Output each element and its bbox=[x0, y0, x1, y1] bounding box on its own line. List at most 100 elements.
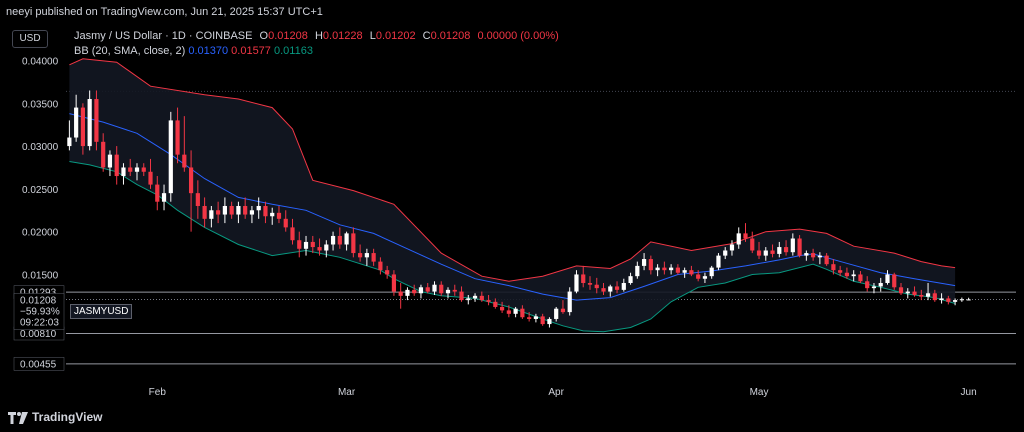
candle bbox=[337, 227, 342, 249]
candle bbox=[161, 184, 167, 211]
candle-body bbox=[134, 167, 140, 172]
candle-body bbox=[222, 205, 227, 215]
candle bbox=[865, 276, 870, 292]
candle bbox=[310, 235, 315, 254]
candle-body bbox=[87, 99, 92, 147]
candle bbox=[290, 218, 295, 245]
candle bbox=[594, 277, 599, 294]
candle-body bbox=[878, 283, 883, 287]
candle-body bbox=[783, 247, 789, 253]
x-tick-label: Jun bbox=[961, 387, 977, 398]
candle-body bbox=[385, 270, 390, 275]
candle-body bbox=[898, 287, 904, 294]
candle bbox=[689, 265, 694, 277]
candle bbox=[412, 284, 417, 296]
candle bbox=[851, 270, 856, 282]
candle bbox=[601, 283, 606, 295]
candle bbox=[425, 283, 430, 294]
ohlc-high-label: H bbox=[314, 30, 323, 42]
candle-body bbox=[243, 205, 248, 215]
candle bbox=[445, 287, 451, 299]
candle-body bbox=[432, 284, 437, 292]
y-tick-label: 0.01500 bbox=[22, 270, 59, 281]
candle bbox=[696, 270, 701, 282]
candle bbox=[831, 259, 836, 275]
currency-button[interactable]: USD bbox=[12, 30, 48, 48]
candle bbox=[317, 238, 322, 256]
candle-body bbox=[391, 274, 397, 292]
candle bbox=[479, 291, 484, 302]
candle-body bbox=[912, 291, 917, 295]
candle-body bbox=[520, 308, 525, 318]
last-price-value: 0.01208 bbox=[20, 295, 57, 306]
candle bbox=[817, 252, 822, 265]
price-badges: 0.01293 0.00810 0.00455 0.01208−59.93%09:22… bbox=[13, 285, 65, 371]
candle bbox=[155, 176, 160, 211]
candle bbox=[702, 272, 708, 284]
candle-body bbox=[195, 193, 200, 206]
candle bbox=[770, 244, 775, 258]
candle-body bbox=[506, 310, 511, 314]
candle bbox=[729, 240, 735, 256]
bb-upper-line bbox=[69, 58, 956, 282]
candle bbox=[966, 297, 971, 301]
y-tick-label: 0.04000 bbox=[22, 57, 59, 68]
y-tick-label: 0.02500 bbox=[22, 185, 59, 196]
x-tick-label: Apr bbox=[548, 387, 564, 398]
candle bbox=[919, 289, 924, 301]
candle bbox=[283, 210, 288, 232]
x-tick-label: Mar bbox=[338, 387, 356, 398]
candle-body bbox=[80, 107, 85, 147]
candle-body bbox=[871, 286, 877, 289]
tradingview-logo[interactable]: TradingView bbox=[8, 410, 102, 424]
candle-body bbox=[675, 267, 680, 273]
candle bbox=[297, 231, 302, 258]
candle bbox=[229, 201, 234, 219]
candle bbox=[385, 265, 390, 279]
candle-body bbox=[270, 212, 275, 217]
candle bbox=[783, 240, 789, 256]
candle-body bbox=[263, 205, 268, 217]
candle bbox=[871, 283, 877, 294]
ohlc-low-label: L bbox=[369, 30, 376, 42]
candle-body bbox=[513, 308, 518, 314]
candle bbox=[804, 250, 809, 261]
candle bbox=[513, 306, 518, 318]
candle-body bbox=[682, 270, 687, 273]
candle bbox=[364, 248, 369, 266]
candle bbox=[74, 94, 79, 142]
candle-body bbox=[554, 308, 559, 319]
candle bbox=[635, 261, 640, 279]
candle-body bbox=[256, 205, 261, 211]
symbol-legend: Jasmy / US Dollar · 1D · COINBASE O0.012… bbox=[74, 30, 563, 42]
candle bbox=[87, 90, 92, 151]
candle-body bbox=[702, 276, 708, 279]
candle-body bbox=[547, 318, 552, 325]
candle bbox=[202, 197, 207, 228]
candle-body bbox=[344, 233, 349, 245]
candle-body bbox=[770, 250, 775, 254]
candle-body bbox=[216, 210, 221, 215]
candle-body bbox=[709, 267, 714, 277]
candle-body bbox=[358, 253, 363, 258]
candle bbox=[736, 227, 741, 249]
candle-body bbox=[662, 267, 667, 271]
candle-body bbox=[824, 255, 829, 265]
candle bbox=[452, 284, 457, 296]
candle bbox=[128, 158, 133, 177]
candle-body bbox=[574, 274, 579, 292]
time-axis: Feb Mar Apr May Jun bbox=[149, 387, 977, 398]
candle bbox=[358, 244, 363, 262]
candle bbox=[175, 107, 180, 164]
candle bbox=[682, 267, 687, 278]
candle-body bbox=[804, 253, 809, 256]
candle bbox=[844, 267, 850, 279]
candle bbox=[94, 90, 99, 151]
candle bbox=[750, 231, 755, 254]
candle-body bbox=[953, 300, 958, 302]
candle-body bbox=[493, 301, 498, 307]
tradingview-brand: TradingView bbox=[32, 410, 103, 424]
ticker-badge: JASMYUSD bbox=[70, 304, 133, 319]
candle-body bbox=[297, 240, 302, 249]
